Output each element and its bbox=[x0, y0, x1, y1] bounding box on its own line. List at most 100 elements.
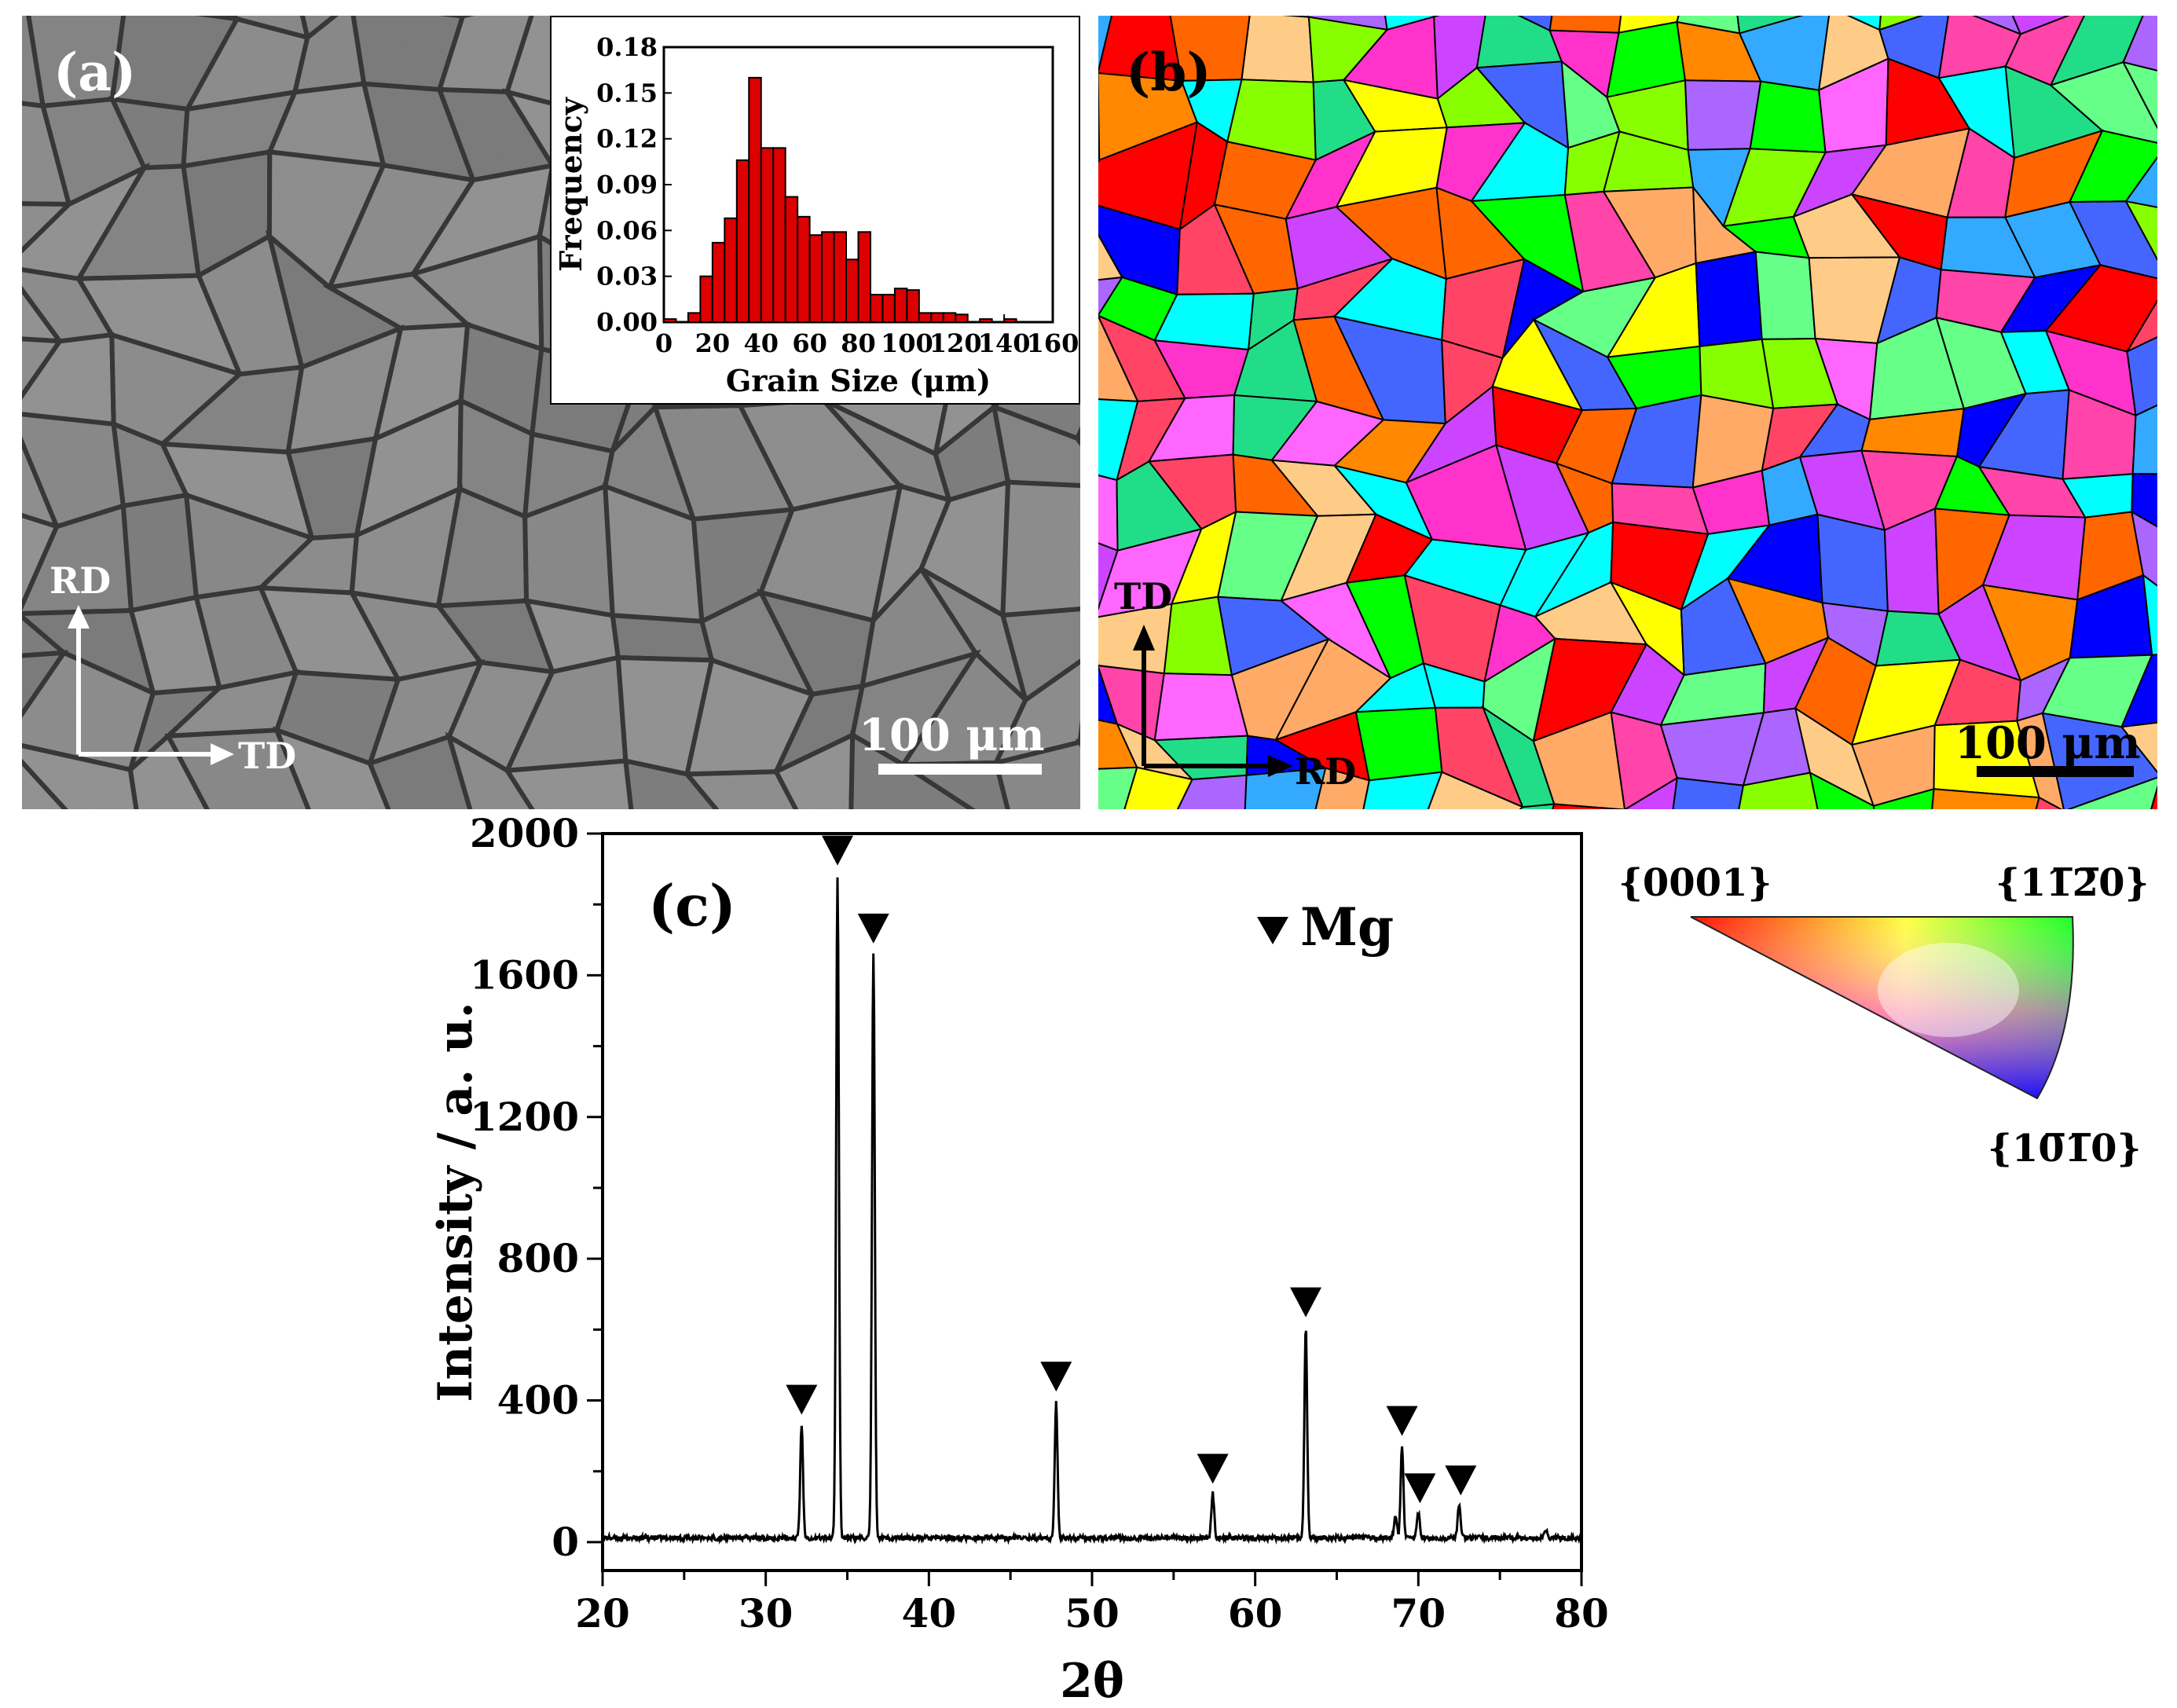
xrd-xtick-label: 30 bbox=[738, 1590, 793, 1637]
grain bbox=[2122, 16, 2157, 71]
grain bbox=[1754, 251, 1816, 340]
histogram-ytick-label: 0.15 bbox=[596, 78, 658, 108]
histogram-bar bbox=[833, 231, 848, 323]
xrd-pattern-line bbox=[602, 877, 1582, 1545]
histogram-bar bbox=[797, 215, 811, 323]
grain bbox=[1684, 79, 1762, 151]
mg-peak-marker bbox=[1445, 1465, 1477, 1496]
axis-rd-label-b: RD bbox=[1295, 750, 1356, 793]
mg-peak-marker bbox=[857, 913, 889, 944]
histogram-ytick-label: 0.09 bbox=[596, 170, 658, 200]
ipf-triangle bbox=[1691, 917, 2073, 1098]
axis-td-label-a: TD bbox=[238, 735, 296, 777]
histogram-bar bbox=[942, 312, 957, 324]
panel-a-label: (a) bbox=[53, 42, 136, 103]
ipf-label-11-20: {11̅2̅0} bbox=[1996, 861, 2149, 905]
histogram-xtick-label: 40 bbox=[743, 328, 779, 358]
histogram-bar bbox=[711, 241, 726, 323]
panel-b-label: (b) bbox=[1126, 42, 1211, 103]
histogram-ytick-label: 0.06 bbox=[596, 215, 658, 245]
mg-peak-marker bbox=[1040, 1362, 1072, 1392]
grain bbox=[1354, 706, 1443, 782]
axis-td-label-b: TD bbox=[1114, 575, 1172, 618]
axes-indicator-a bbox=[68, 605, 234, 765]
grain bbox=[2068, 200, 2157, 280]
grain bbox=[1552, 803, 1627, 809]
grain bbox=[1672, 777, 1745, 809]
xrd-xtick-label: 60 bbox=[1228, 1590, 1283, 1637]
xrd-ytick-label: 1600 bbox=[470, 951, 579, 998]
micrograph-panel-a: (a) RD TD 100 μm 0 20 40 60 80 100 120 140 160 0.… bbox=[22, 16, 1080, 809]
grain bbox=[2035, 796, 2063, 809]
xrd-xlabel: 2θ bbox=[1060, 1654, 1124, 1708]
grain bbox=[1123, 766, 1194, 809]
grain bbox=[1809, 771, 1875, 809]
xrd-xtick-label: 80 bbox=[1554, 1590, 1609, 1637]
histogram-xtick-label: 160 bbox=[1027, 328, 1079, 358]
grain bbox=[1816, 513, 1889, 612]
grain bbox=[1695, 251, 1763, 348]
ebsd-map-panel-b: (b) TD RD 100 μm bbox=[1098, 16, 2157, 809]
grain bbox=[2121, 60, 2157, 130]
grain bbox=[1244, 767, 1327, 809]
xrd-xtick-label: 20 bbox=[575, 1590, 630, 1637]
grain bbox=[1427, 771, 1524, 809]
legend-marker-mg bbox=[1257, 917, 1288, 944]
grain bbox=[2131, 404, 2157, 475]
axis-rd-label-a: RD bbox=[49, 559, 111, 602]
histogram-ytick-label: 0.00 bbox=[596, 307, 658, 337]
grain bbox=[2120, 654, 2157, 728]
ipf-label-10-10: {10̅1̅0} bbox=[1988, 1127, 2141, 1171]
histogram-ytick-label: 0.12 bbox=[596, 124, 658, 154]
histogram-xtick-label: 20 bbox=[695, 328, 731, 358]
histogram-bar bbox=[735, 159, 750, 323]
grain bbox=[2120, 721, 2157, 774]
grain bbox=[2124, 200, 2157, 262]
grain bbox=[2041, 712, 2157, 809]
grain bbox=[2150, 785, 2157, 809]
histogram-ylabel: Frequency bbox=[553, 97, 588, 272]
histogram-bar bbox=[918, 312, 933, 324]
histogram-bar bbox=[687, 312, 702, 324]
xrd-ytick-label: 1200 bbox=[470, 1094, 579, 1140]
histogram-bar bbox=[784, 196, 799, 323]
histogram-bar bbox=[808, 234, 823, 323]
grain bbox=[1749, 80, 1827, 153]
grain bbox=[1872, 787, 1935, 809]
ebsd-grains bbox=[1098, 16, 2157, 809]
histogram-xtick-label: 80 bbox=[841, 328, 876, 358]
grain bbox=[2131, 473, 2157, 528]
grain bbox=[2124, 299, 2157, 354]
micrograph-a-svg: (a) RD TD 100 μm bbox=[22, 16, 1080, 809]
grain bbox=[2049, 60, 2157, 144]
grain bbox=[1532, 711, 1626, 809]
ipf-label-0001: {0001} bbox=[1618, 861, 1772, 905]
scalebar-b bbox=[1977, 766, 2134, 777]
grain bbox=[1931, 788, 2040, 809]
mg-peak-marker bbox=[1404, 1473, 1436, 1504]
grain bbox=[2066, 776, 2157, 809]
grain bbox=[2130, 510, 2157, 587]
mg-peak-marker bbox=[1386, 1406, 1418, 1436]
ipf-color-key: {0001} {11̅2̅0} {10̅1̅0} bbox=[1603, 833, 2177, 1178]
histogram-bar bbox=[906, 289, 920, 323]
histogram-bar bbox=[869, 294, 884, 323]
histogram-bar bbox=[724, 217, 738, 323]
histogram-bar bbox=[821, 231, 835, 323]
mg-peak-marker bbox=[786, 1384, 818, 1415]
mg-peak-marker bbox=[822, 835, 854, 866]
histogram-xtick-label: 140 bbox=[978, 328, 1031, 358]
legend-label-mg: Mg bbox=[1300, 896, 1394, 958]
histogram-xtick-label: 60 bbox=[792, 328, 827, 358]
xrd-xtick-label: 70 bbox=[1391, 1590, 1446, 1637]
histogram-bar bbox=[760, 147, 775, 323]
scalebar-a bbox=[878, 764, 1042, 775]
scalebar-label-b: 100 μm bbox=[1955, 717, 2141, 769]
histogram-bar bbox=[699, 275, 713, 323]
histogram-bar bbox=[845, 258, 859, 323]
xrd-xtick-label: 40 bbox=[902, 1590, 957, 1637]
grain bbox=[2124, 156, 2157, 208]
xrd-ylabel: Intensity / a. u. bbox=[428, 1002, 483, 1402]
